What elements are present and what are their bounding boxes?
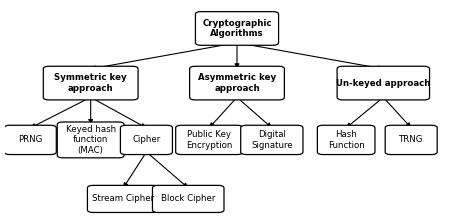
- FancyBboxPatch shape: [120, 125, 173, 155]
- Text: Cryptographic
Algorithms: Cryptographic Algorithms: [202, 19, 272, 38]
- FancyBboxPatch shape: [195, 12, 279, 45]
- Text: TRNG: TRNG: [399, 135, 423, 145]
- Text: Cipher: Cipher: [132, 135, 161, 145]
- Text: Asymmetric key
approach: Asymmetric key approach: [198, 73, 276, 93]
- Text: Public Key
Encryption: Public Key Encryption: [186, 130, 232, 150]
- FancyBboxPatch shape: [318, 125, 375, 155]
- FancyBboxPatch shape: [337, 66, 429, 100]
- Text: Stream Cipher: Stream Cipher: [92, 194, 154, 203]
- FancyBboxPatch shape: [43, 66, 138, 100]
- FancyBboxPatch shape: [385, 125, 437, 155]
- Text: Keyed hash
function
(MAC): Keyed hash function (MAC): [65, 125, 116, 155]
- Text: Symmetric key
approach: Symmetric key approach: [55, 73, 127, 93]
- FancyBboxPatch shape: [87, 185, 159, 213]
- FancyBboxPatch shape: [57, 122, 124, 158]
- FancyBboxPatch shape: [4, 125, 56, 155]
- Text: PRNG: PRNG: [18, 135, 43, 145]
- Text: Un-keyed approach: Un-keyed approach: [336, 78, 430, 88]
- FancyBboxPatch shape: [241, 125, 303, 155]
- FancyBboxPatch shape: [190, 66, 284, 100]
- Text: Block Cipher: Block Cipher: [161, 194, 215, 203]
- FancyBboxPatch shape: [176, 125, 243, 155]
- Text: Digital
Signature: Digital Signature: [251, 130, 292, 150]
- FancyBboxPatch shape: [153, 185, 224, 213]
- Text: Hash
Function: Hash Function: [328, 130, 365, 150]
